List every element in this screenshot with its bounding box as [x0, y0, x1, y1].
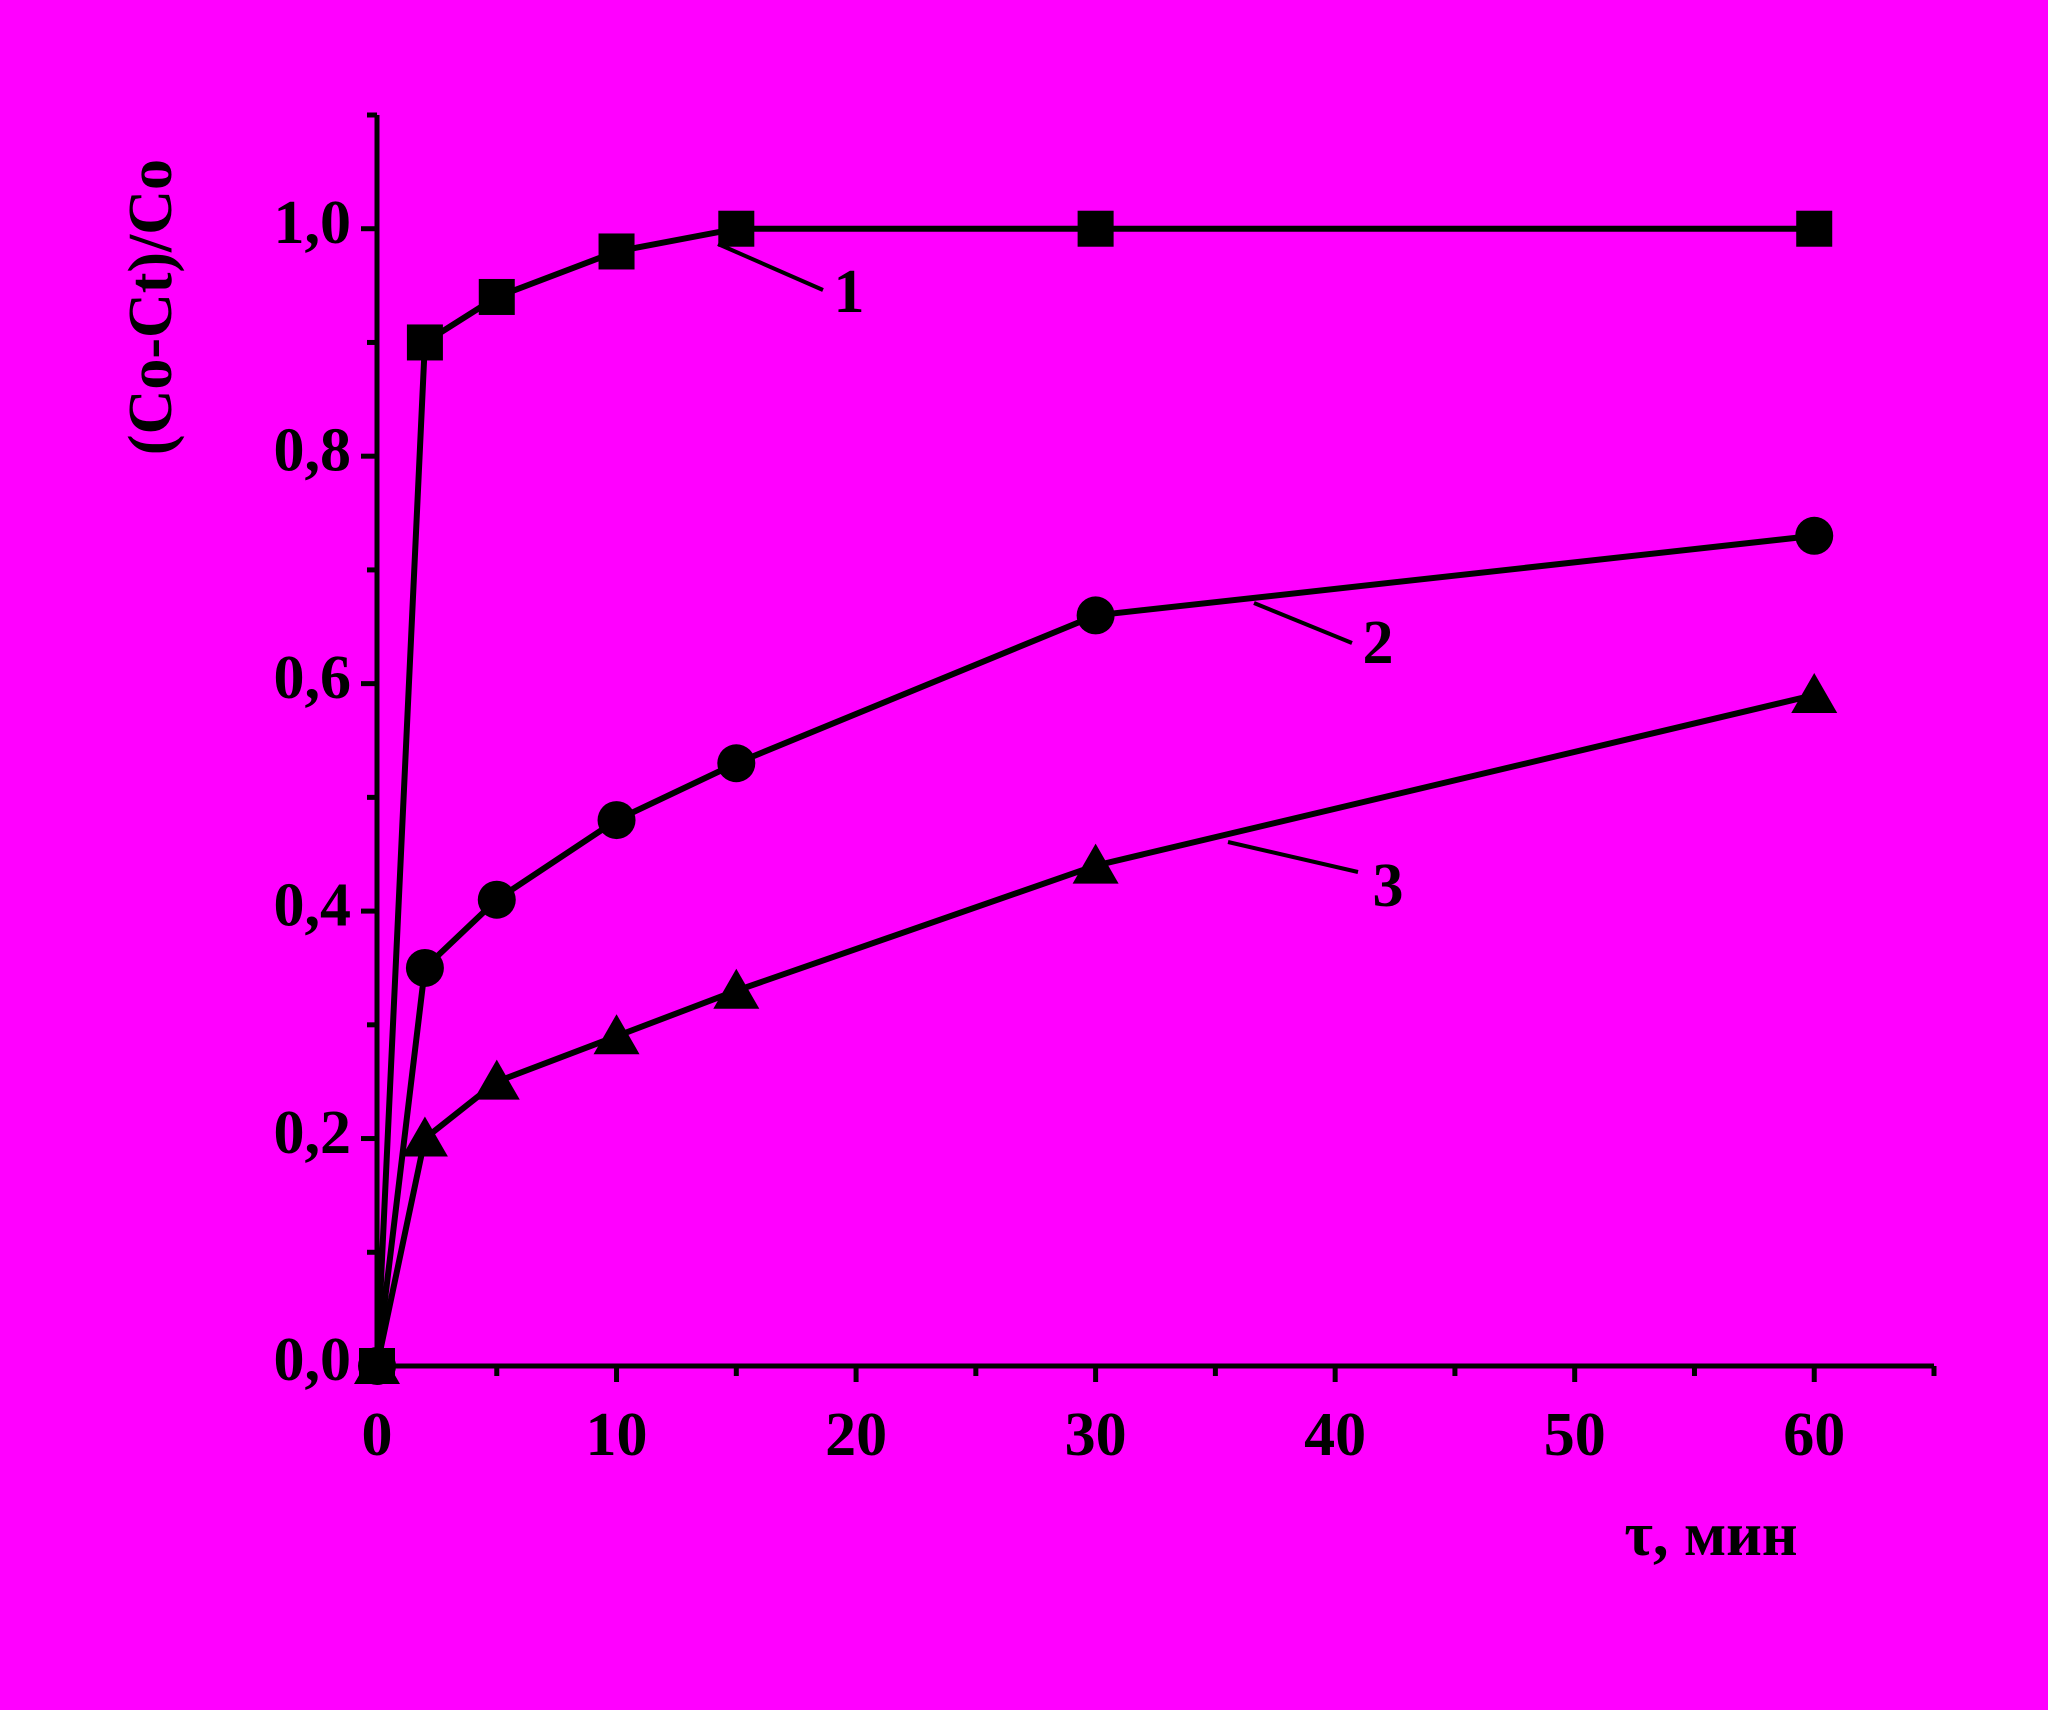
series-label: 1: [834, 258, 865, 326]
label-leader: [1253, 601, 1353, 645]
x-tick-label: 50: [1544, 1401, 1606, 1469]
y-tick-label: 0,6: [274, 644, 352, 712]
marker: [478, 278, 515, 315]
label-leader: [1227, 840, 1359, 874]
x-axis-label: τ, мин: [1624, 1501, 1797, 1569]
y-tick-label: 0,8: [274, 416, 352, 484]
marker: [1795, 516, 1834, 555]
marker: [401, 1116, 448, 1157]
marker: [405, 948, 444, 987]
x-tick-label: 10: [586, 1401, 648, 1469]
x-tick-label: 40: [1304, 1401, 1366, 1469]
label-leader: [717, 242, 824, 292]
marker: [473, 1059, 520, 1100]
y-tick-label: 0,2: [274, 1099, 352, 1167]
marker: [717, 744, 756, 783]
marker: [354, 1344, 400, 1384]
x-tick-label: 0: [362, 1401, 393, 1469]
marker: [1791, 673, 1838, 714]
marker: [406, 324, 443, 361]
x-tick-label: 20: [825, 1401, 887, 1469]
marker: [718, 210, 755, 247]
marker: [1072, 843, 1119, 884]
marker: [1076, 596, 1115, 635]
x-tick-label: 60: [1783, 1401, 1845, 1469]
marker: [597, 801, 636, 840]
marker: [593, 1014, 640, 1055]
marker: [598, 233, 635, 270]
y-tick-label: 1,0: [274, 189, 352, 257]
series-label: 3: [1373, 852, 1404, 920]
series-label: 2: [1363, 609, 1394, 677]
y-axis-label: (Co-Ct)/Co: [117, 159, 185, 455]
marker: [477, 880, 516, 919]
x-tick-label: 30: [1065, 1401, 1127, 1469]
marker: [1077, 210, 1114, 247]
marker: [1796, 210, 1833, 247]
y-tick-label: 0,4: [274, 871, 352, 939]
marker: [713, 968, 760, 1009]
y-tick-label: 0,0: [274, 1326, 352, 1394]
